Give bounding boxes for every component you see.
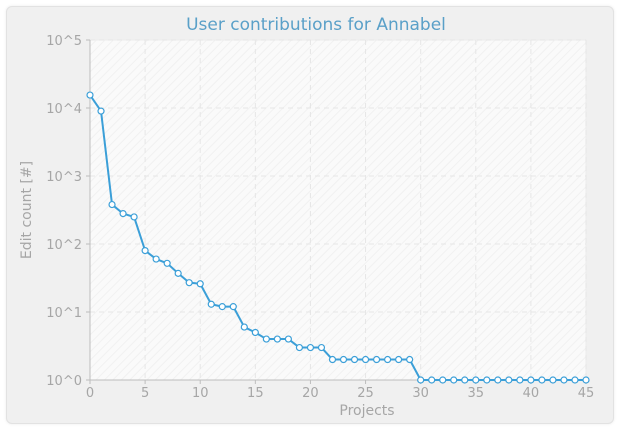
data-point	[428, 376, 436, 384]
data-point	[97, 107, 105, 115]
x-tick-label: 35	[468, 386, 485, 401]
data-point	[494, 376, 502, 384]
chart-title: User contributions for Annabel	[186, 15, 446, 35]
y-tick-label: 10^4	[46, 102, 82, 117]
x-tick-label: 15	[247, 386, 264, 401]
x-tick-label: 40	[523, 386, 540, 401]
data-point	[505, 376, 513, 384]
data-point	[372, 355, 381, 364]
x-tick-label: 5	[141, 386, 149, 401]
data-point	[163, 259, 171, 267]
data-point	[516, 376, 524, 384]
y-tick-label: 10^3	[46, 170, 82, 185]
data-point	[384, 355, 392, 364]
data-point	[571, 376, 579, 384]
plot-area	[89, 39, 587, 381]
data-point	[284, 335, 292, 343]
y-tick-labels: 10^0 10^1 10^2 10^3 10^4 10^5	[46, 34, 82, 389]
y-tick-label: 10^0	[46, 374, 82, 389]
data-point	[472, 376, 480, 384]
data-point	[251, 328, 259, 337]
data-point	[538, 376, 546, 384]
data-point	[152, 255, 160, 263]
data-point	[560, 376, 568, 384]
data-point	[306, 343, 315, 352]
data-point	[549, 376, 557, 384]
data-point	[119, 209, 127, 218]
data-point	[406, 355, 414, 364]
data-point	[361, 355, 370, 364]
grid	[90, 39, 587, 380]
data-point	[395, 355, 403, 364]
data-point	[317, 343, 326, 352]
data-point	[439, 376, 447, 384]
series-group	[86, 91, 590, 384]
data-point	[174, 269, 182, 277]
x-tick-label: 20	[302, 386, 319, 401]
x-tick-label: 0	[86, 386, 94, 401]
data-point	[417, 376, 425, 384]
data-point	[483, 376, 491, 384]
data-point	[130, 213, 138, 221]
data-point	[240, 323, 248, 331]
data-point	[273, 335, 281, 343]
data-point	[450, 376, 458, 384]
data-point	[196, 280, 204, 288]
data-point	[295, 343, 304, 352]
data-point	[185, 279, 193, 287]
x-tick-label: 10	[192, 386, 209, 401]
data-point	[218, 303, 226, 311]
x-tick-label: 25	[357, 386, 374, 401]
data-point	[262, 335, 270, 343]
y-tick-label: 10^1	[46, 306, 82, 321]
x-tick-labels: 0 5 10 15 20 25 30 35 40 45	[86, 386, 594, 401]
data-point	[461, 376, 469, 384]
data-point	[229, 303, 237, 311]
data-point	[86, 91, 94, 99]
y-axis-label: Edit count [#]	[19, 161, 35, 259]
data-point	[527, 376, 535, 384]
series-line	[89, 94, 586, 381]
x-tick-label: 45	[578, 386, 595, 401]
x-axis-label: Projects	[339, 403, 394, 419]
y-tick-label: 10^5	[46, 34, 82, 49]
x-tick-label: 30	[412, 386, 429, 401]
data-point	[339, 355, 348, 364]
data-point	[207, 300, 215, 308]
data-point	[108, 200, 116, 209]
data-point	[141, 246, 149, 255]
data-point	[350, 355, 359, 364]
data-point	[328, 355, 337, 364]
y-tick-label: 10^2	[46, 238, 82, 253]
data-point	[582, 376, 590, 384]
